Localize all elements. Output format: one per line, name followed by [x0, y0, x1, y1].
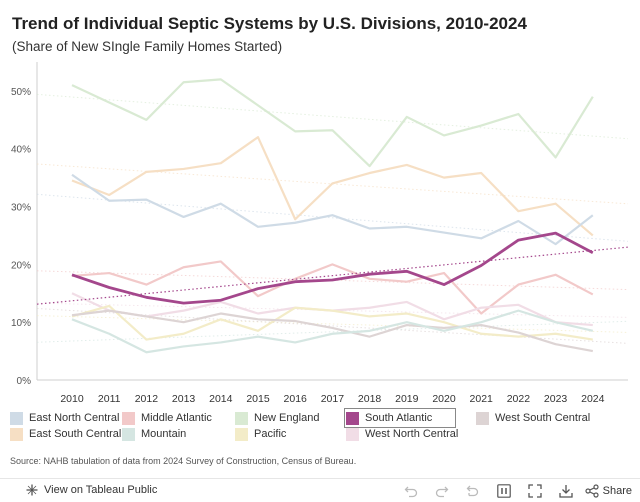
x-tick-label: 2016: [284, 393, 308, 405]
legend-item-west-north-central[interactable]: West North Central: [346, 426, 458, 442]
legend-item-east-south-central[interactable]: East South Central: [10, 426, 121, 442]
y-tick-label: 40%: [11, 145, 31, 156]
source-note: Source: NAHB tabulation of data from 202…: [10, 456, 357, 466]
series-line-east-south-central: [71, 136, 594, 237]
legend-swatch: [10, 427, 23, 441]
trend-line: [36, 193, 629, 242]
share-icon: [585, 484, 599, 498]
x-tick-label: 2010: [60, 393, 84, 405]
tableau-logo-icon: [26, 484, 38, 496]
trend-line: [36, 270, 629, 291]
x-tick-label: 2012: [135, 393, 159, 405]
legend-label: East North Central: [29, 412, 120, 424]
y-tick-label: 20%: [11, 260, 31, 271]
x-tick-label: 2018: [358, 393, 382, 405]
tableau-link-label: View on Tableau Public: [44, 484, 158, 496]
legend-label: East South Central: [29, 428, 122, 440]
legend-swatch: [235, 411, 248, 425]
redo-icon: [435, 486, 449, 498]
undo-icon: [404, 486, 417, 498]
legend-swatch: [122, 411, 135, 425]
series-line-pacific: [71, 304, 593, 341]
legend-swatch: [346, 427, 359, 441]
x-tick-label: 2023: [544, 393, 568, 405]
legend-label: Pacific: [254, 428, 287, 440]
legend-label: West South Central: [495, 412, 591, 424]
legend-item-pacific[interactable]: Pacific: [235, 426, 286, 442]
series-line-south-atlantic: [71, 231, 594, 305]
view-on-tableau-link[interactable]: View on Tableau Public: [26, 484, 157, 496]
x-tick-label: 2021: [470, 393, 494, 405]
x-tick-label: 2019: [395, 393, 419, 405]
legend-swatch: [122, 427, 135, 441]
legend-label: Mountain: [141, 428, 187, 440]
legend-label: South Atlantic: [365, 412, 433, 424]
revert-button[interactable]: [464, 482, 482, 500]
download-button[interactable]: [557, 482, 575, 500]
footer-toolbar: View on Tableau Public Share: [0, 478, 640, 502]
trend-line-south-atlantic: [36, 246, 629, 305]
chart-subtitle: (Share of New SIngle Family Homes Starte…: [12, 39, 283, 54]
pause-icon: [496, 484, 511, 498]
series-line-east-north-central: [71, 173, 594, 246]
legend-item-east-north-central[interactable]: East North Central: [10, 410, 119, 426]
pause-button[interactable]: [495, 482, 513, 500]
x-tick-label: 2013: [172, 393, 196, 405]
trend-line: [36, 93, 629, 140]
legend-swatch: [346, 411, 359, 425]
legend-label: Middle Atlantic: [141, 412, 212, 424]
download-icon: [558, 485, 573, 498]
undo-button[interactable]: [402, 482, 420, 500]
legend-item-west-south-central[interactable]: West South Central: [476, 410, 590, 426]
line-chart[interactable]: 0% 10% 20% 30% 40% 50% 2010 2011 2012 2013 2014 201…: [0, 56, 640, 406]
x-tick-label: 2011: [98, 393, 121, 405]
chart-title: Trend of Individual Septic Systems by U.…: [12, 14, 527, 33]
x-tick-label: 2015: [246, 393, 270, 405]
trend-line: [36, 315, 629, 333]
legend-label: West North Central: [365, 428, 459, 440]
x-tick-label: 2020: [432, 393, 456, 405]
fullscreen-button[interactable]: [526, 482, 544, 500]
legend-swatch: [476, 411, 489, 425]
revert-icon: [466, 485, 478, 497]
x-tick-label: 2022: [507, 393, 531, 405]
x-tick-label: 2017: [321, 393, 345, 405]
legend-label: New England: [254, 412, 320, 424]
fullscreen-icon: [527, 484, 542, 498]
share-label: Share: [602, 485, 632, 497]
y-tick-label: 10%: [11, 318, 31, 329]
y-tick-label: 30%: [11, 203, 31, 214]
trend-line: [36, 307, 629, 344]
legend-swatch: [10, 411, 23, 425]
legend-swatch: [235, 427, 248, 441]
series-line-mountain: [71, 309, 594, 354]
series-line-middle-atlantic: [71, 260, 594, 315]
legend-item-new-england[interactable]: New England: [235, 410, 319, 426]
x-tick-label: 2014: [209, 393, 233, 405]
y-tick-label: 0%: [17, 376, 32, 387]
legend-item-middle-atlantic[interactable]: Middle Atlantic: [122, 410, 212, 426]
share-button[interactable]: Share: [585, 484, 632, 498]
x-tick-label: 2024: [581, 393, 605, 405]
y-tick-label: 50%: [11, 87, 31, 98]
trend-line: [36, 320, 629, 343]
series-line-new-england: [71, 78, 594, 168]
legend-item-south-atlantic[interactable]: South Atlantic: [344, 408, 456, 428]
redo-button[interactable]: [433, 482, 451, 500]
series-line-west-south-central: [71, 309, 594, 353]
legend-item-mountain[interactable]: Mountain: [122, 426, 186, 442]
